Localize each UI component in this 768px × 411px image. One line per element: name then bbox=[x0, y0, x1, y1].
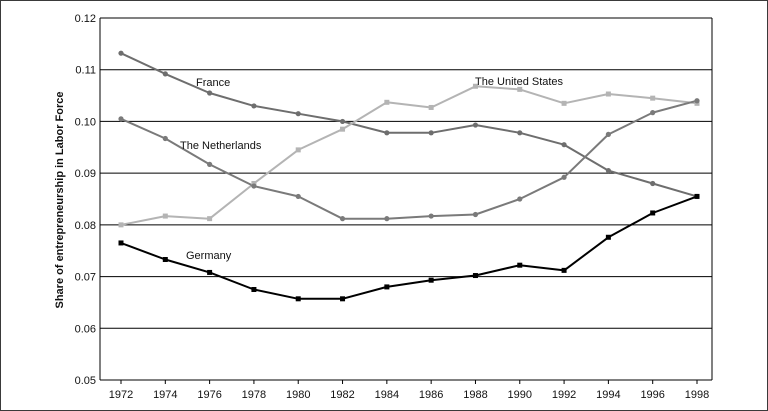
y-tick-label: 0.07 bbox=[75, 272, 96, 284]
y-tick-label: 0.05 bbox=[75, 375, 96, 387]
germany-point bbox=[340, 296, 346, 302]
france-point bbox=[207, 90, 213, 96]
grid-lines bbox=[100, 17, 712, 381]
x-tick-label: 1972 bbox=[109, 389, 133, 401]
france-point bbox=[295, 111, 301, 117]
the-netherlands-point bbox=[295, 193, 301, 200]
germany-point bbox=[207, 269, 213, 275]
france-point bbox=[605, 167, 611, 174]
the-netherlands-line bbox=[120, 99, 698, 220]
the-netherlands-point bbox=[339, 216, 346, 222]
the-netherlands-point bbox=[561, 174, 567, 180]
x-tick-label: 1984 bbox=[375, 389, 399, 401]
france-point bbox=[251, 103, 257, 109]
france-point bbox=[118, 50, 124, 56]
y-axis-label: Share of entrepreneurship in Labor Force bbox=[54, 92, 66, 309]
france-point bbox=[561, 142, 567, 148]
the-netherlands-label: The Netherlands bbox=[180, 140, 262, 152]
germany-point bbox=[428, 277, 434, 283]
the-united-states-label: The United States bbox=[475, 76, 564, 88]
the-netherlands-point bbox=[650, 110, 656, 116]
the-united-states-point bbox=[517, 86, 523, 92]
germany-point bbox=[118, 240, 124, 246]
germany-point bbox=[561, 267, 567, 273]
germany-point bbox=[295, 296, 301, 302]
x-tick-label: 1992 bbox=[552, 389, 576, 401]
the-netherlands-point bbox=[472, 211, 479, 218]
y-tick-labels: 0.05 0.06 0.07 0.08 0.09 0.10 0.11 0.12 bbox=[75, 13, 96, 387]
series-labels: France The United States The Netherlands Ge… bbox=[180, 76, 564, 262]
the-united-states-point bbox=[650, 95, 656, 101]
france-line bbox=[120, 52, 698, 198]
x-tick-label: 1982 bbox=[330, 389, 354, 401]
x-tick-label: 1976 bbox=[197, 389, 221, 401]
x-tick-label: 1996 bbox=[640, 389, 664, 401]
germany-point bbox=[162, 257, 168, 263]
germany-point bbox=[384, 284, 390, 290]
series-markers bbox=[118, 50, 700, 302]
germany-point bbox=[605, 234, 611, 240]
x-tick-label: 1990 bbox=[508, 389, 532, 401]
germany-point bbox=[251, 287, 257, 292]
france-point bbox=[339, 118, 346, 125]
the-netherlands-point bbox=[517, 196, 523, 202]
germany-label: Germany bbox=[186, 250, 232, 262]
the-united-states-point bbox=[605, 91, 611, 97]
the-united-states-point bbox=[472, 83, 478, 89]
the-netherlands-point bbox=[694, 98, 700, 104]
the-united-states-point bbox=[162, 213, 168, 219]
y-tick-label: 0.11 bbox=[75, 65, 96, 77]
germany-point bbox=[650, 210, 656, 216]
axes bbox=[99, 18, 713, 384]
the-united-states-point bbox=[428, 104, 434, 110]
x-tick-label: 1988 bbox=[463, 389, 487, 401]
x-tick-label: 1974 bbox=[153, 389, 177, 401]
x-tick-labels: 1972 1974 1976 1978 1980 1982 1984 1986 1988 1990… bbox=[109, 389, 709, 401]
y-tick-label: 0.12 bbox=[75, 13, 96, 25]
france-point bbox=[650, 180, 656, 187]
y-tick-label: 0.10 bbox=[75, 116, 96, 128]
france-point bbox=[162, 71, 168, 77]
y-tick-label: 0.06 bbox=[75, 323, 96, 335]
france-point bbox=[428, 130, 434, 136]
the-netherlands-point bbox=[605, 131, 611, 137]
the-united-states-point bbox=[340, 126, 346, 132]
the-united-states-point bbox=[207, 216, 213, 222]
france-label: France bbox=[196, 77, 230, 89]
series-lines bbox=[120, 52, 698, 300]
germany-point bbox=[517, 262, 523, 268]
y-tick-label: 0.08 bbox=[75, 220, 96, 232]
x-tick-label: 1994 bbox=[596, 389, 620, 401]
germany-point bbox=[694, 193, 700, 199]
france-point bbox=[384, 130, 390, 136]
x-tick-label: 1986 bbox=[419, 389, 443, 401]
france-point bbox=[517, 130, 523, 136]
x-tick-label: 1980 bbox=[286, 389, 310, 401]
the-netherlands-point bbox=[428, 213, 434, 219]
the-netherlands-point bbox=[118, 116, 124, 122]
germany-point bbox=[472, 273, 478, 279]
the-netherlands-point bbox=[207, 161, 213, 167]
x-tick-label: 1978 bbox=[242, 389, 266, 401]
the-united-states-point bbox=[295, 147, 301, 153]
the-netherlands-point bbox=[384, 216, 390, 222]
x-tick-label: 1998 bbox=[685, 389, 709, 401]
the-united-states-point bbox=[561, 100, 567, 106]
the-united-states-point bbox=[118, 222, 124, 228]
germany-line bbox=[120, 195, 698, 300]
france-point bbox=[472, 122, 479, 128]
the-netherlands-point bbox=[251, 183, 257, 189]
the-netherlands-point bbox=[162, 135, 168, 142]
the-united-states-point bbox=[384, 99, 390, 105]
the-united-states-line bbox=[120, 85, 698, 226]
y-tick-label: 0.09 bbox=[75, 168, 96, 180]
